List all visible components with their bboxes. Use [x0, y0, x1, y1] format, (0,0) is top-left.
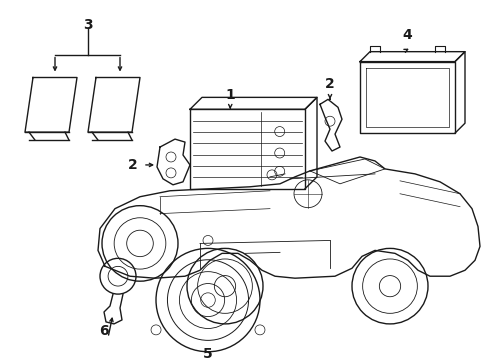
Text: 5: 5 — [203, 347, 212, 360]
Text: 4: 4 — [401, 28, 411, 42]
Text: 6: 6 — [99, 324, 109, 338]
Text: 2: 2 — [128, 158, 138, 172]
Text: 2: 2 — [325, 77, 334, 91]
Text: 3: 3 — [83, 18, 93, 32]
Text: 1: 1 — [225, 88, 235, 102]
